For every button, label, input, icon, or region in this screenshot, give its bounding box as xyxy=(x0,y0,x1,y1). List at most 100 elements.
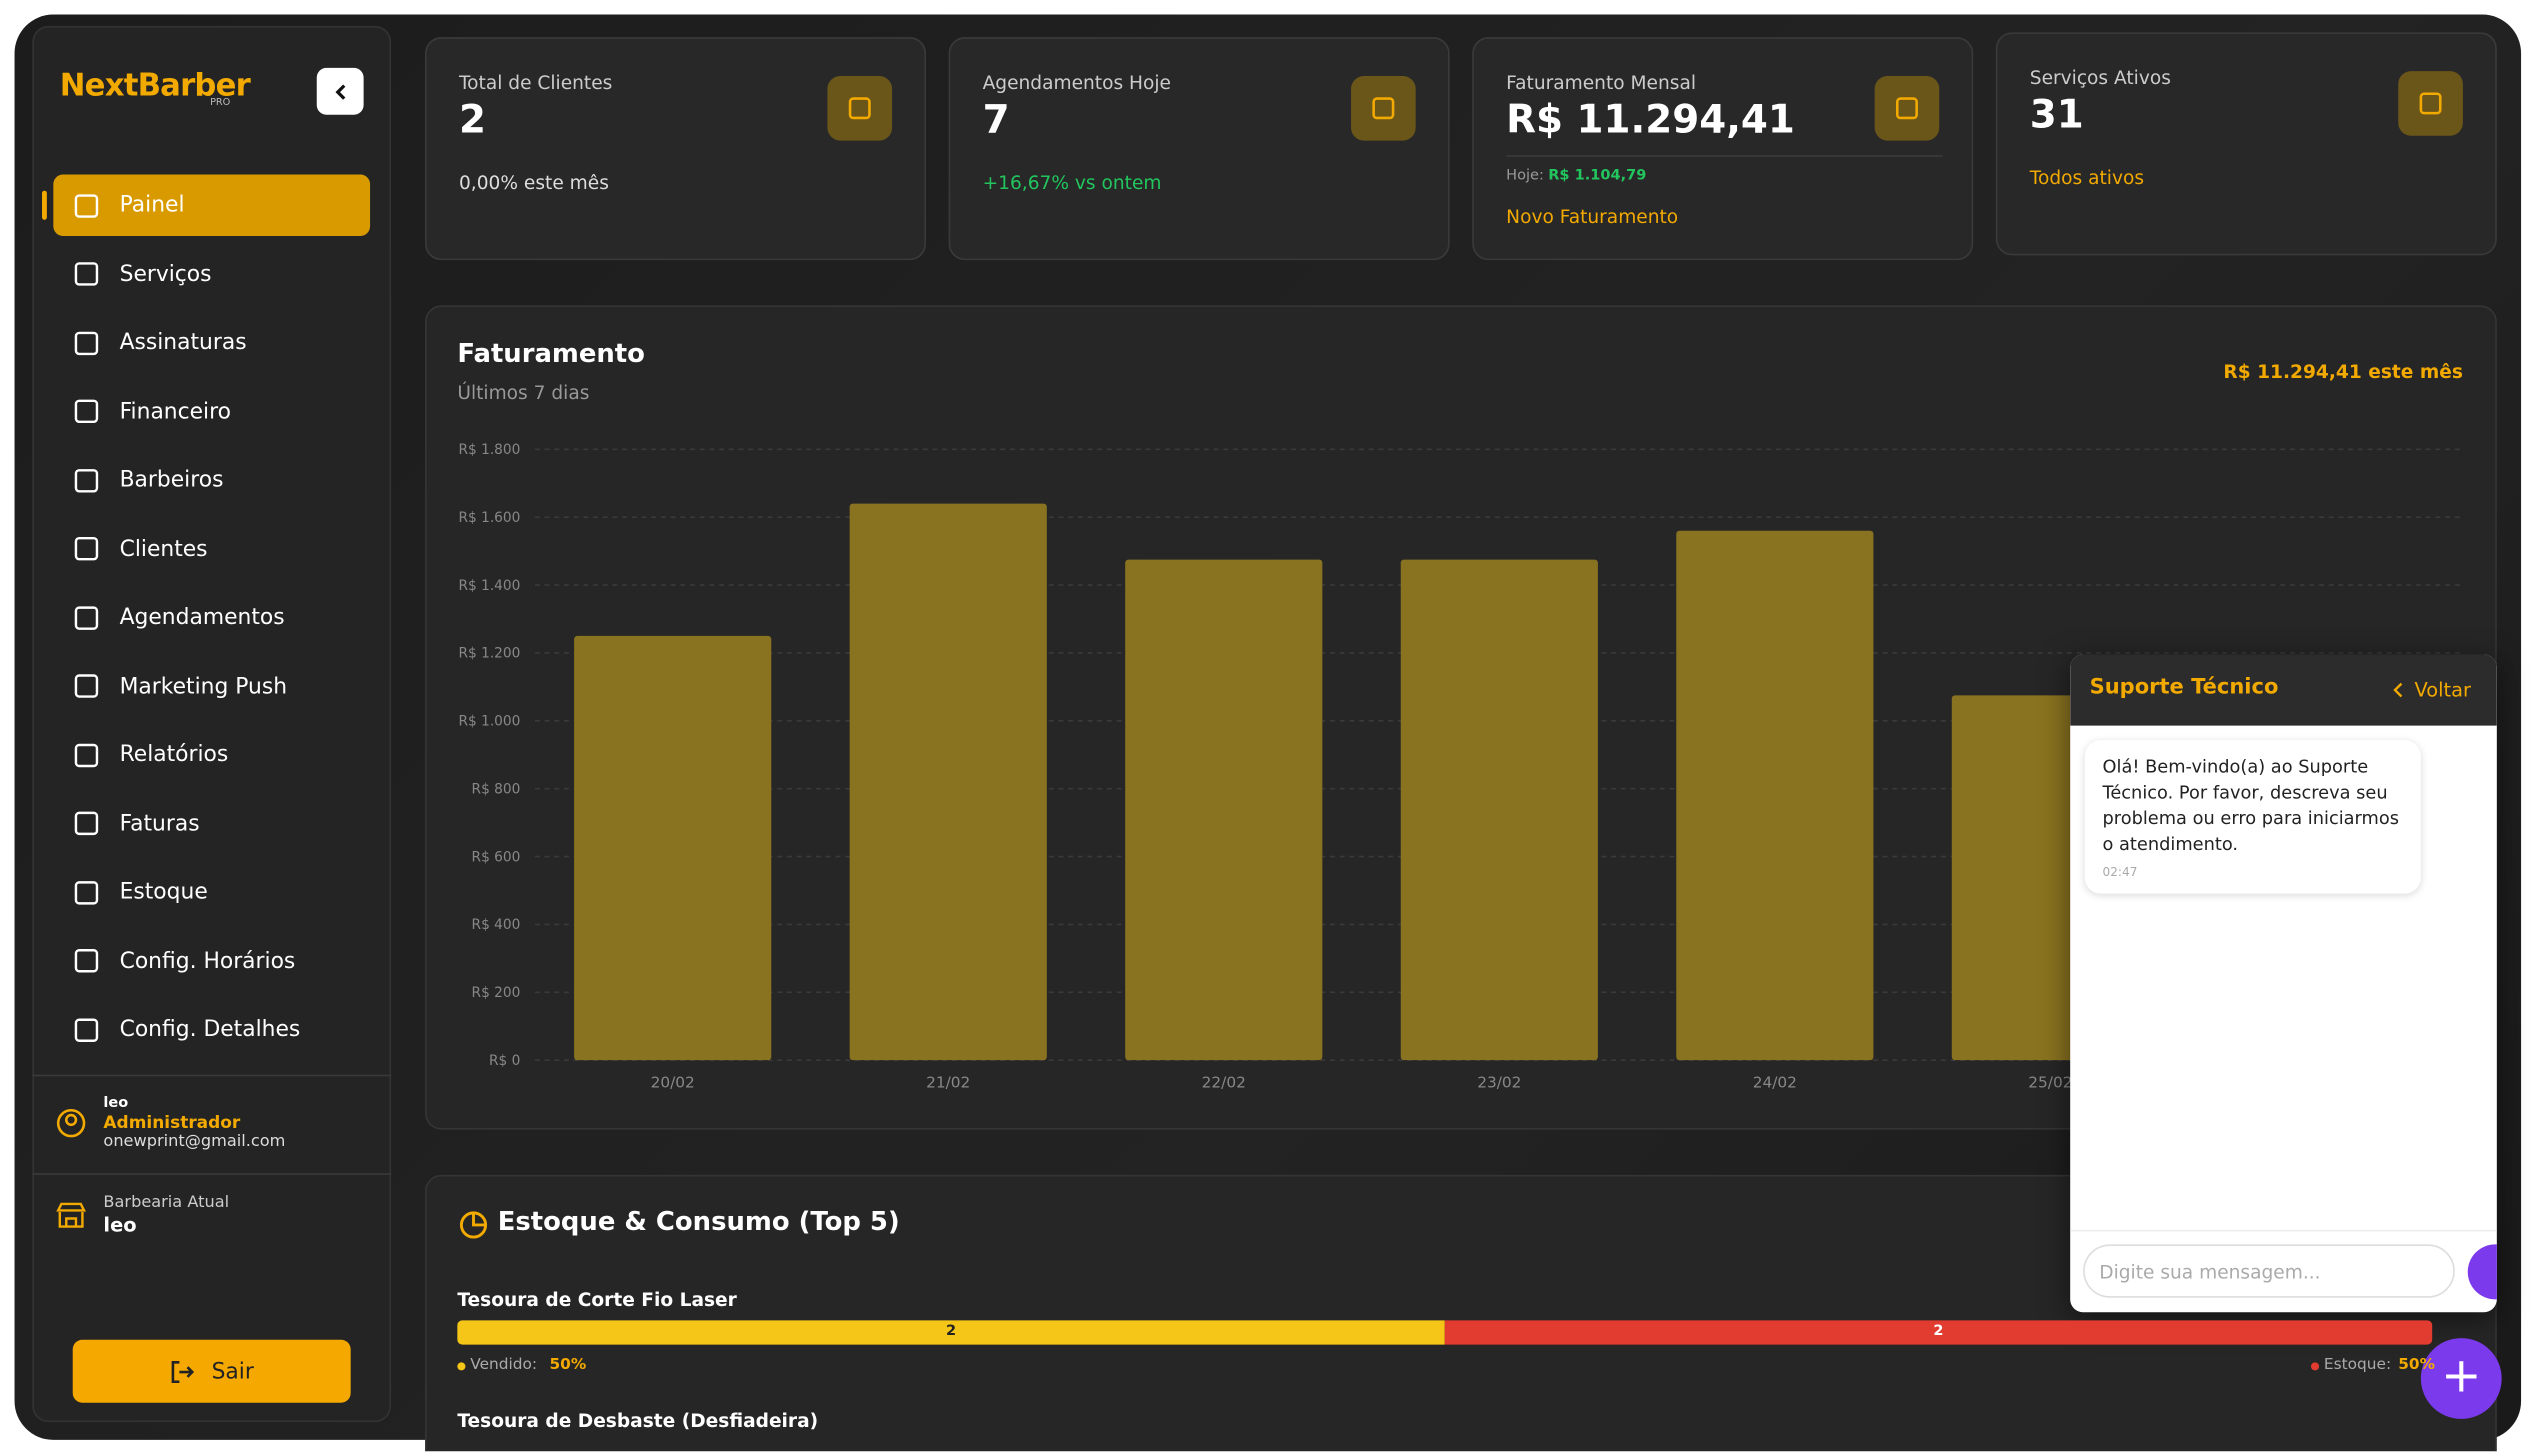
menu-item[interactable]: Estoque xyxy=(53,861,370,922)
collapse-button[interactable] xyxy=(316,67,364,115)
icon xyxy=(848,97,871,120)
message-text: Olá! Bem-vindo(a) ao Suporte Técnico. Po… xyxy=(2102,756,2400,855)
card-note: 0,00% este mês xyxy=(458,171,609,194)
y-tick-label: R$ 0 xyxy=(489,1053,520,1069)
menu-item[interactable]: Faturas xyxy=(53,793,370,854)
stat-card: Faturamento Mensal R$ 11.294,41 Hoje: R$ 1.… xyxy=(1472,37,1974,261)
stock-label: Estoque: xyxy=(2323,1355,2392,1374)
message-input[interactable]: Digite sua mensagem... xyxy=(2083,1244,2455,1298)
x-tick-label: 25/02 xyxy=(2028,1074,2072,1092)
logout-button[interactable]: Sair xyxy=(72,1339,351,1403)
divider xyxy=(32,1173,392,1175)
x-tick-label: 20/02 xyxy=(651,1074,695,1092)
chart-summary: R$ 11.294,41 este mês xyxy=(2223,360,2463,384)
card-note: Novo Faturamento xyxy=(1506,205,1679,228)
fab-add-button[interactable]: + xyxy=(2420,1338,2502,1419)
user-icon xyxy=(56,1108,86,1138)
logout-label: Sair xyxy=(211,1358,254,1385)
menu-label: Painel xyxy=(119,192,185,219)
menu-item[interactable]: Marketing Push xyxy=(53,655,370,716)
support-chat: Suporte Técnico Voltar Olá! Bem-vindo(a)… xyxy=(2070,654,2497,1313)
stock-pct: 50% xyxy=(2398,1355,2436,1374)
today-value: R$ 1.104,79 xyxy=(1548,168,1647,185)
menu-item[interactable]: Serviços xyxy=(53,243,370,304)
card-note: +16,67% vs ontem xyxy=(982,171,1162,194)
card-value: 31 xyxy=(2029,92,2084,138)
y-tick-label: R$ 1.800 xyxy=(458,442,520,458)
card-title: Agendamentos Hoje xyxy=(982,71,1171,94)
menu-item[interactable]: Clientes xyxy=(53,518,370,579)
menu-label: Clientes xyxy=(119,535,208,562)
message-time: 02:47 xyxy=(2102,864,2138,880)
card-title: Faturamento Mensal xyxy=(1506,71,1697,94)
logo: NextBarber xyxy=(59,67,251,104)
menu-label: Faturas xyxy=(119,810,200,837)
card-value: 2 xyxy=(458,96,486,143)
menu-label: Config. Horários xyxy=(119,947,296,974)
menu-icon xyxy=(74,811,99,836)
stock-bar: 2 xyxy=(1444,1320,2433,1345)
y-tick-label: R$ 600 xyxy=(472,849,521,865)
active-indicator xyxy=(42,190,47,220)
user-name: leo xyxy=(103,1095,129,1112)
menu-label: Barbeiros xyxy=(119,467,224,493)
stat-card: Agendamentos Hoje 7 +16,67% vs ontem xyxy=(948,37,1450,261)
bar xyxy=(1676,530,1874,1061)
menu-label: Serviços xyxy=(119,260,212,287)
menu-icon xyxy=(74,742,99,767)
card-icon xyxy=(1874,75,1940,141)
chart-title: Faturamento xyxy=(457,337,645,369)
menu-icon xyxy=(74,1017,99,1042)
card-icon xyxy=(2398,71,2463,136)
menu-label: Estoque xyxy=(119,879,208,905)
back-label: Voltar xyxy=(2414,678,2471,702)
send-button[interactable] xyxy=(2467,1244,2497,1300)
y-tick-label: R$ 1.200 xyxy=(458,646,520,662)
shop-name: leo xyxy=(103,1213,137,1237)
menu-label: Marketing Push xyxy=(119,673,288,699)
menu-item[interactable]: Config. Detalhes xyxy=(53,999,370,1060)
menu-item[interactable]: Financeiro xyxy=(53,381,370,442)
card-value: R$ 11.294,41 xyxy=(1506,96,1795,143)
menu-item[interactable]: Barbeiros xyxy=(53,449,370,510)
shop-label: Barbearia Atual xyxy=(103,1194,230,1213)
chat-message: Olá! Bem-vindo(a) ao Suporte Técnico. Po… xyxy=(2084,740,2421,894)
chat-title: Suporte Técnico xyxy=(2089,675,2279,700)
card-value: 7 xyxy=(982,96,1010,143)
x-tick-label: 22/02 xyxy=(1202,1074,1246,1092)
stock-item-name: Tesoura de Corte Fio Laser xyxy=(457,1288,737,1311)
card-icon xyxy=(827,75,893,141)
logo-badge: PRO xyxy=(210,96,231,109)
bar xyxy=(1125,559,1323,1061)
menu-item[interactable]: Agendamentos xyxy=(53,587,370,648)
back-button[interactable]: Voltar xyxy=(2392,678,2471,702)
divider xyxy=(32,1074,392,1077)
bar xyxy=(574,635,772,1061)
stock-item-name: Tesoura de Desbaste (Desfiadeira) xyxy=(457,1409,819,1432)
menu-label: Relatórios xyxy=(119,741,229,768)
menu-icon xyxy=(74,262,99,286)
legend-dot xyxy=(2310,1362,2320,1371)
chat-header xyxy=(2070,654,2497,726)
menu-label: Financeiro xyxy=(119,398,231,425)
menu-item[interactable]: Relatórios xyxy=(53,724,370,785)
x-tick-label: 24/02 xyxy=(1753,1074,1797,1092)
shop-icon xyxy=(56,1202,86,1228)
menu-icon xyxy=(74,399,99,424)
legend-dot xyxy=(457,1362,466,1371)
bar xyxy=(849,503,1047,1061)
menu-icon xyxy=(74,193,99,217)
y-tick-label: R$ 1.400 xyxy=(458,578,520,594)
pie-icon xyxy=(459,1211,488,1239)
menu-icon xyxy=(74,536,99,561)
y-tick-label: R$ 200 xyxy=(472,985,521,1001)
stat-card: Total de Clientes 2 0,00% este mês xyxy=(425,37,927,261)
menu-item[interactable]: Painel xyxy=(53,174,371,236)
y-tick-label: R$ 1.000 xyxy=(458,714,520,730)
user-role: Administrador xyxy=(103,1113,241,1133)
divider xyxy=(1506,155,1943,157)
x-tick-label: 23/02 xyxy=(1477,1074,1521,1092)
menu-item[interactable]: Config. Horários xyxy=(53,930,370,991)
menu-item[interactable]: Assinaturas xyxy=(53,312,370,373)
